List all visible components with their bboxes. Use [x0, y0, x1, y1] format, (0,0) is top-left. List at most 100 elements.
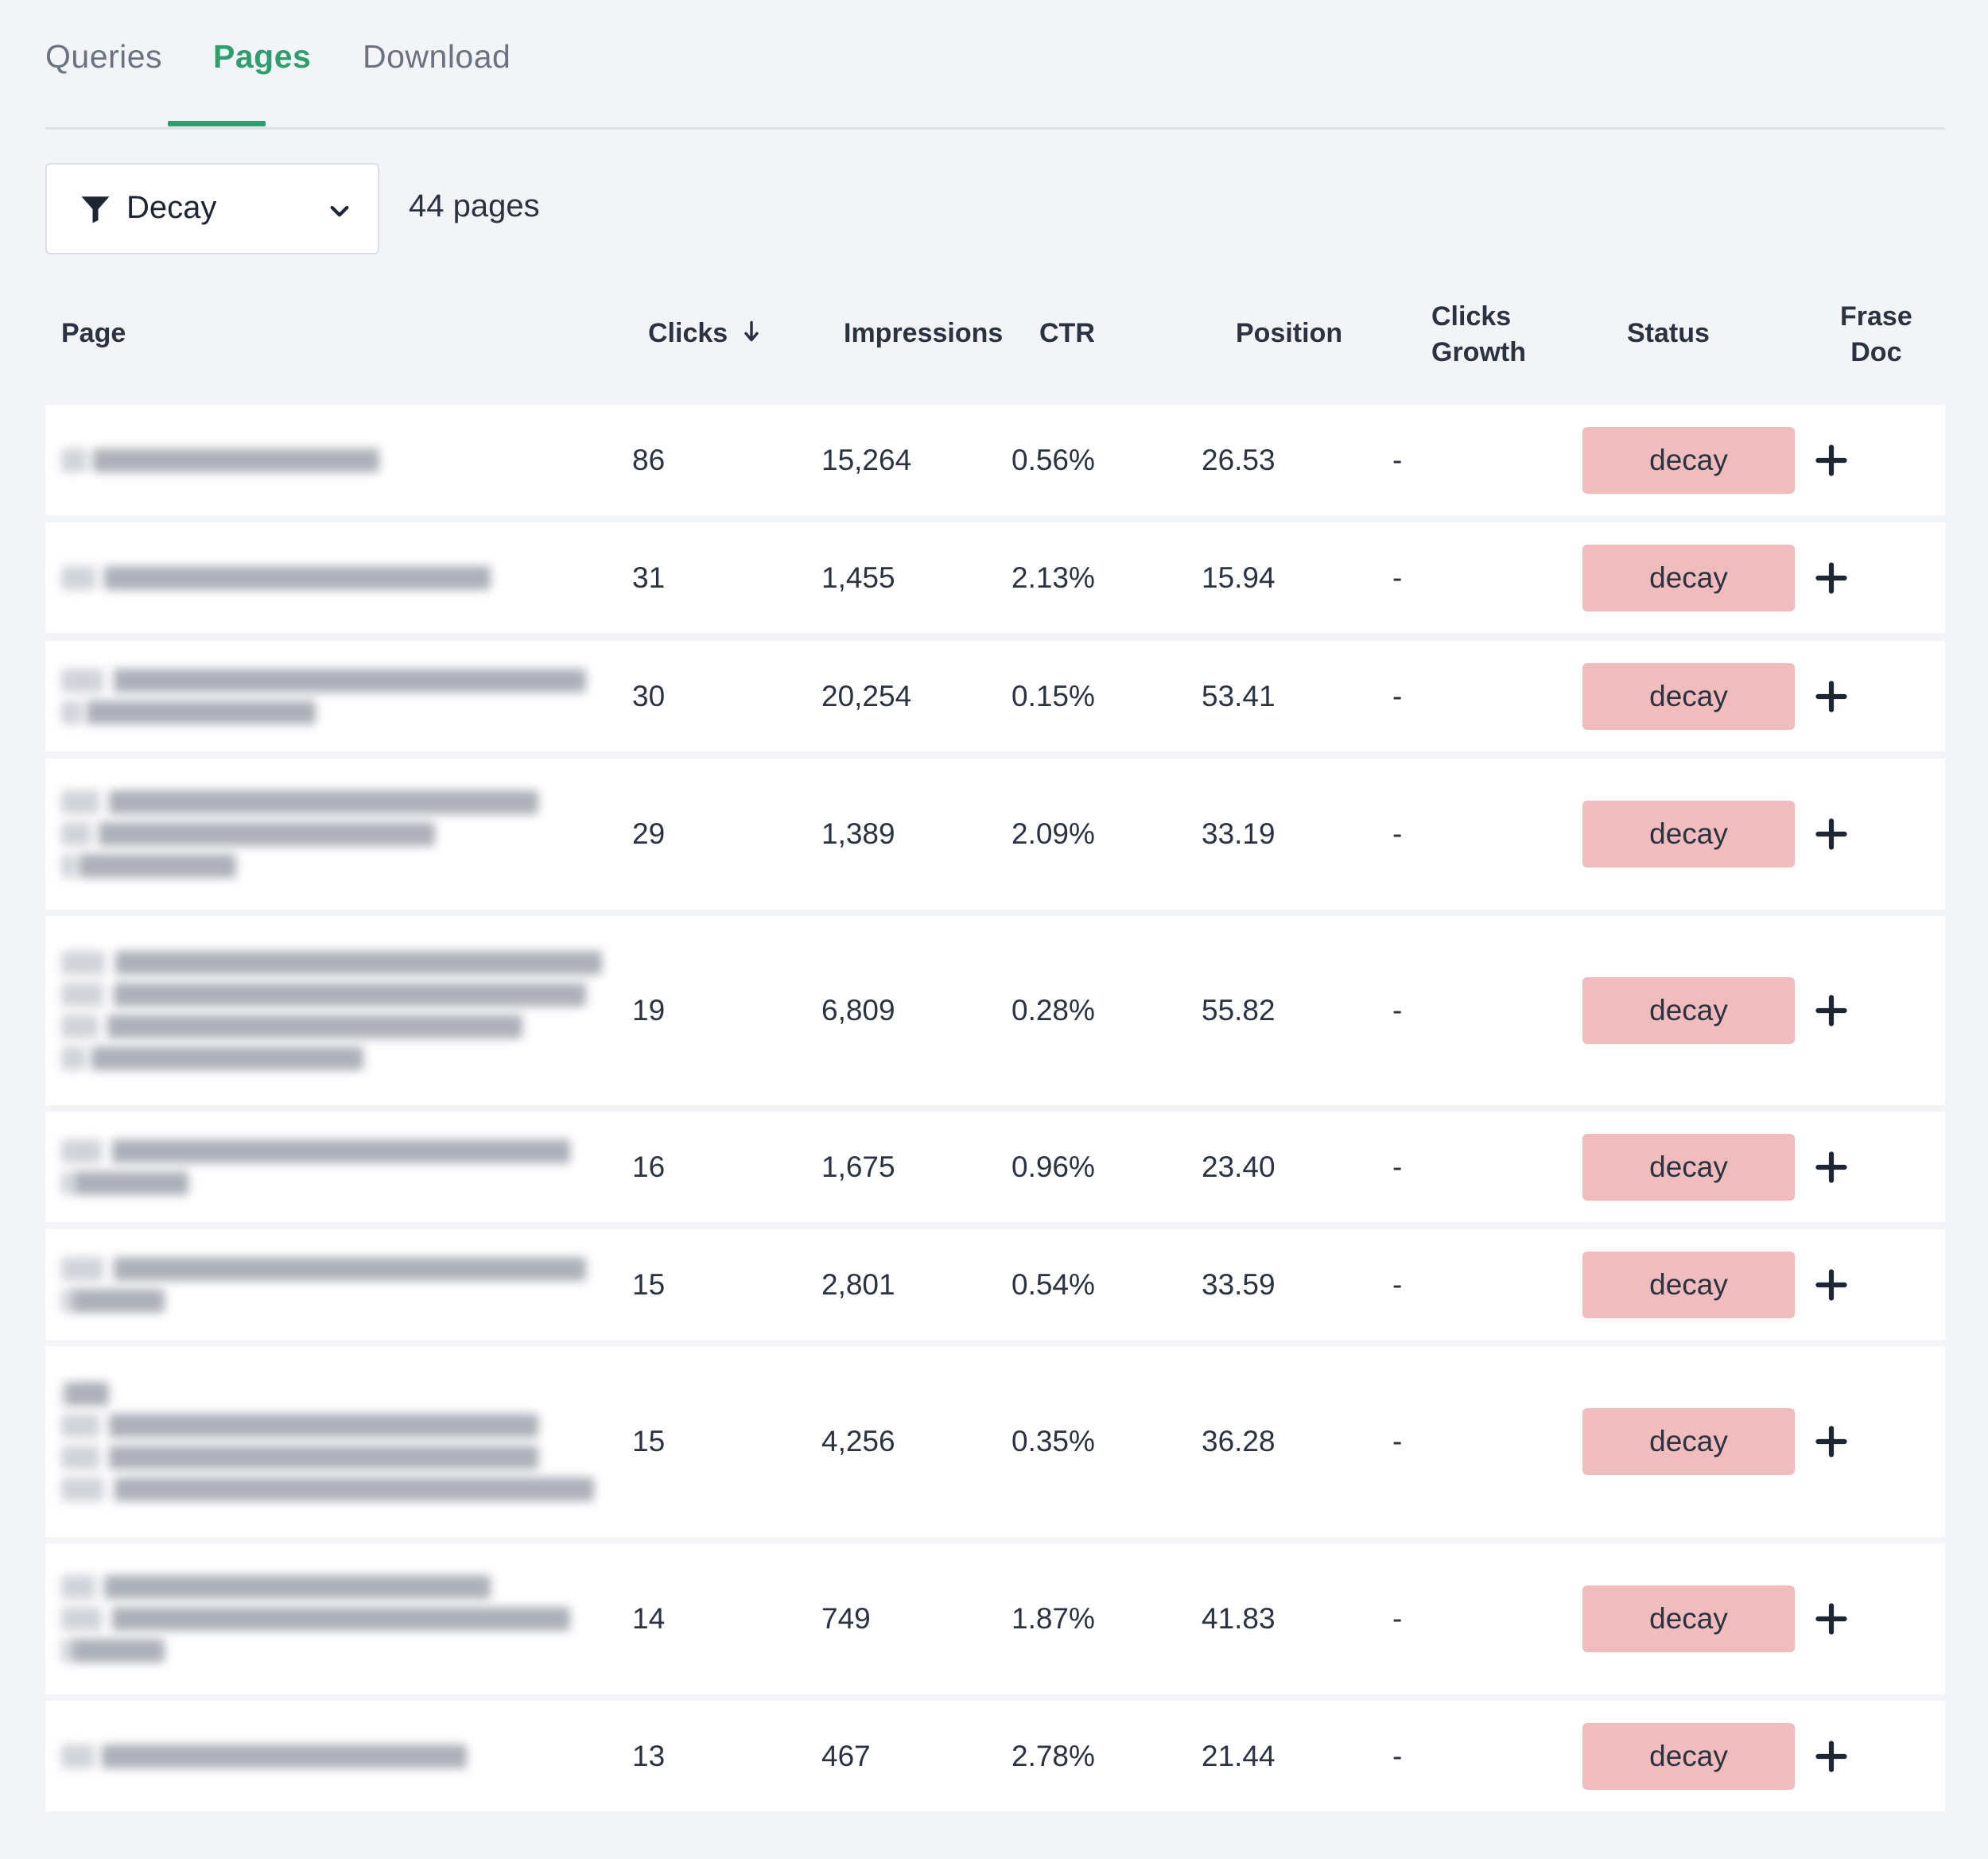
page-url-redacted[interactable] [61, 1374, 634, 1509]
page-url-redacted[interactable] [61, 943, 634, 1078]
redacted-text-line [61, 1170, 188, 1195]
cell-ctr: 0.15% [1011, 679, 1095, 712]
status-badge[interactable]: decay [1582, 544, 1795, 611]
status-badge[interactable]: decay [1582, 1585, 1795, 1652]
add-frase-doc-icon[interactable] [1814, 443, 1849, 478]
status-badge[interactable]: decay [1582, 426, 1795, 494]
status-badge[interactable]: decay [1582, 662, 1795, 730]
table-row[interactable]: 15 2,801 0.54% 33.59 - decay [45, 1229, 1945, 1340]
status-badge[interactable]: decay [1582, 801, 1795, 867]
cell-position: 33.59 [1202, 1267, 1276, 1301]
add-frase-doc-icon[interactable] [1814, 1267, 1849, 1302]
cell-clicks-growth: - [1392, 443, 1403, 476]
redacted-text-line [61, 1288, 165, 1313]
cell-clicks-growth: - [1392, 1267, 1403, 1301]
cell-impressions: 467 [821, 1739, 871, 1772]
table-row[interactable]: 14 749 1.87% 41.83 - decay [45, 1543, 1945, 1694]
tab-pages[interactable]: Pages [213, 38, 312, 75]
column-header-status[interactable]: Status [1627, 318, 1710, 348]
status-badge[interactable]: decay [1582, 1133, 1795, 1201]
cell-impressions: 1,389 [821, 817, 895, 850]
cell-ctr: 0.35% [1011, 1425, 1095, 1457]
cell-clicks-growth: - [1392, 1602, 1403, 1635]
cell-clicks: 86 [632, 443, 666, 476]
redacted-text-line [61, 1744, 467, 1768]
column-header-clicks-label: Clicks [648, 318, 728, 348]
cell-clicks-growth: - [1392, 1425, 1403, 1457]
column-header-clicks-growth[interactable]: Clicks Growth [1431, 299, 1526, 371]
table-row[interactable]: 31 1,455 2.13% 15.94 - decay [45, 522, 1945, 633]
add-frase-doc-icon[interactable] [1814, 1739, 1849, 1774]
add-frase-doc-icon[interactable] [1814, 1150, 1849, 1185]
cell-position: 53.41 [1202, 679, 1276, 712]
status-badge[interactable]: decay [1582, 1408, 1795, 1475]
table-row[interactable]: 30 20,254 0.15% 53.41 - decay [45, 641, 1945, 751]
status-filter-dropdown[interactable]: Decay [45, 163, 379, 254]
page-url-redacted[interactable] [61, 440, 634, 480]
cell-position: 36.28 [1202, 1425, 1276, 1457]
column-header-ctr[interactable]: CTR [1039, 318, 1095, 348]
tab-bar: Queries Pages Download [45, 0, 1945, 130]
page-url-redacted[interactable] [61, 1249, 634, 1321]
cell-ctr: 0.28% [1011, 994, 1095, 1027]
cell-ctr: 2.09% [1011, 817, 1095, 850]
tab-download[interactable]: Download [363, 38, 511, 75]
status-badge[interactable]: decay [1582, 1722, 1795, 1790]
redacted-text-line [61, 1256, 586, 1281]
redacted-text-line [61, 1639, 165, 1663]
redacted-text-line [61, 1446, 538, 1469]
frase-doc-line-1: Frase [1840, 301, 1912, 332]
cell-clicks: 29 [632, 817, 666, 850]
cell-impressions: 1,455 [821, 561, 895, 594]
clicks-growth-line-1: Clicks [1431, 301, 1512, 332]
redacted-text-line [61, 668, 586, 693]
cell-clicks: 15 [632, 1425, 666, 1457]
redacted-text-line [61, 951, 602, 975]
cell-position: 26.53 [1202, 443, 1276, 476]
redacted-text-line [61, 1015, 522, 1038]
table-row[interactable]: 16 1,675 0.96% 23.40 - decay [45, 1112, 1945, 1222]
page-url-redacted[interactable] [61, 1567, 634, 1671]
add-frase-doc-icon[interactable] [1814, 679, 1849, 714]
redacted-text-line [61, 822, 435, 846]
add-frase-doc-icon[interactable] [1814, 1424, 1849, 1459]
page-url-redacted[interactable] [61, 1737, 634, 1776]
table-row[interactable]: 29 1,389 2.09% 33.19 - decay [45, 759, 1945, 910]
column-header-clicks[interactable]: Clicks [648, 316, 763, 351]
status-badge[interactable]: decay [1582, 1251, 1795, 1318]
column-header-impressions[interactable]: Impressions [844, 318, 1004, 348]
add-frase-doc-icon[interactable] [1814, 817, 1849, 852]
page-url-redacted[interactable] [61, 1131, 634, 1203]
cell-clicks-growth: - [1392, 561, 1403, 594]
cell-ctr: 2.13% [1011, 561, 1095, 594]
tab-queries[interactable]: Queries [45, 38, 163, 75]
cell-position: 41.83 [1202, 1602, 1276, 1635]
table-row[interactable]: 15 4,256 0.35% 36.28 - decay [45, 1346, 1945, 1537]
redacted-text-line [61, 1414, 538, 1438]
table-header: Page Clicks Impressions CTR Position Cli… [45, 286, 1945, 398]
page-url-redacted[interactable] [61, 661, 634, 732]
redacted-text-line [61, 1046, 363, 1070]
cell-clicks-growth: - [1392, 1739, 1403, 1772]
page-count: 44 pages [409, 188, 540, 223]
redacted-text-line [61, 565, 491, 590]
redacted-text-line [61, 1607, 570, 1631]
add-frase-doc-icon[interactable] [1814, 1601, 1849, 1636]
cell-clicks: 30 [632, 679, 666, 712]
add-frase-doc-icon[interactable] [1814, 561, 1849, 596]
cell-clicks: 19 [632, 994, 666, 1027]
status-badge[interactable]: decay [1582, 977, 1795, 1044]
redacted-text-line [61, 1382, 109, 1406]
filter-label: Decay [126, 190, 217, 225]
table-row[interactable]: 86 15,264 0.56% 26.53 - decay [45, 405, 1945, 515]
column-header-position[interactable]: Position [1236, 318, 1343, 348]
page-url-redacted[interactable] [61, 782, 634, 886]
table-row[interactable]: 19 6,809 0.28% 55.82 - decay [45, 916, 1945, 1105]
cell-ctr: 0.96% [1011, 1150, 1095, 1183]
page-url-redacted[interactable] [61, 558, 634, 598]
add-frase-doc-icon[interactable] [1814, 993, 1849, 1028]
cell-impressions: 20,254 [821, 679, 912, 712]
column-header-page[interactable]: Page [61, 318, 126, 348]
table-row[interactable]: 13 467 2.78% 21.44 - decay [45, 1701, 1945, 1811]
cell-ctr: 0.54% [1011, 1267, 1095, 1301]
